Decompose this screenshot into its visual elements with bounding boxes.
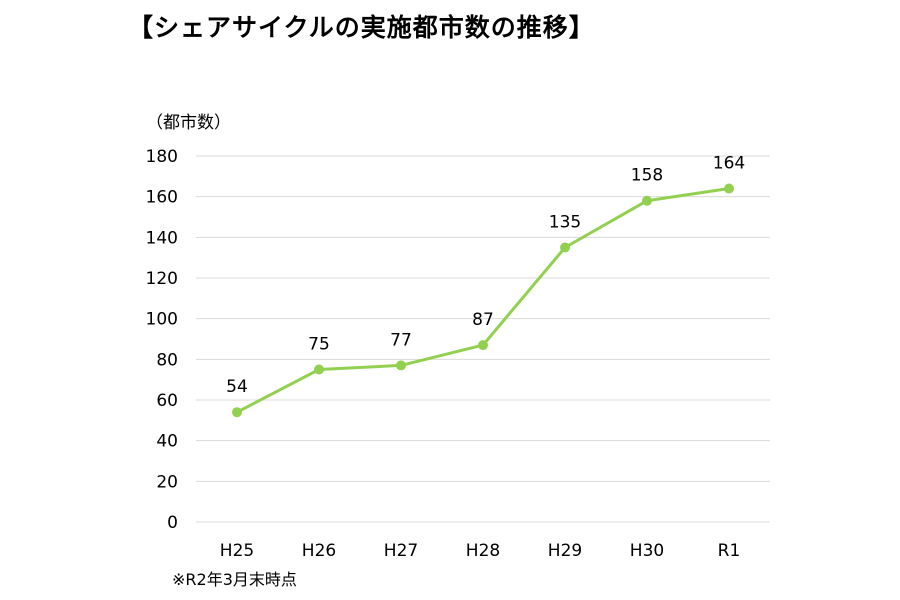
data-label-H28: 87 xyxy=(472,310,494,330)
chart-title: 【シェアサイクルの実施都市数の推移】 xyxy=(128,13,595,42)
data-point-R1 xyxy=(724,183,734,194)
gridlines xyxy=(196,155,770,523)
footnote: ※R2年3月末時点 xyxy=(172,570,297,589)
x-tick-label: H25 xyxy=(220,541,254,561)
y-tick-label: 180 xyxy=(146,147,178,167)
data-labels: 54 75 77 87 135 158 164 xyxy=(226,154,745,398)
series-line xyxy=(236,187,730,414)
y-axis-label: （都市数） xyxy=(146,113,231,133)
data-label-R1: 164 xyxy=(713,154,745,174)
data-label-H25: 54 xyxy=(226,377,248,397)
y-tick-label: 0 xyxy=(167,513,178,533)
data-label-H26: 75 xyxy=(308,335,330,355)
y-tick-label: 20 xyxy=(156,472,178,492)
x-tick-label: H29 xyxy=(548,541,582,561)
y-tick-label: 60 xyxy=(156,391,178,411)
data-point-H29 xyxy=(560,242,570,253)
data-point-H30 xyxy=(642,195,652,206)
y-tick-label: 120 xyxy=(146,269,178,289)
series-group xyxy=(232,183,734,418)
x-tick-label: H30 xyxy=(630,541,664,561)
data-point-H26 xyxy=(314,364,324,375)
data-label-H30: 158 xyxy=(631,166,663,186)
x-tick-label: H26 xyxy=(302,541,336,561)
data-point-H25 xyxy=(232,407,242,418)
y-tick-label: 140 xyxy=(146,228,178,248)
data-label-H29: 135 xyxy=(549,213,581,233)
y-tick-label: 160 xyxy=(146,188,178,208)
x-tick-label: R1 xyxy=(718,541,741,561)
x-tick-labels: H25 H26 H27 H28 H29 H30 R1 xyxy=(220,541,741,561)
data-point-H28 xyxy=(478,340,488,351)
data-point-H27 xyxy=(396,360,406,371)
y-tick-label: 40 xyxy=(156,432,178,452)
y-tick-label: 80 xyxy=(156,350,178,370)
x-tick-label: H28 xyxy=(466,541,500,561)
data-label-H27: 77 xyxy=(390,330,412,350)
y-tick-label: 100 xyxy=(146,310,178,330)
y-tick-labels: 0 20 40 60 80 100 120 140 160 180 xyxy=(146,147,178,533)
x-tick-label: H27 xyxy=(384,541,418,561)
